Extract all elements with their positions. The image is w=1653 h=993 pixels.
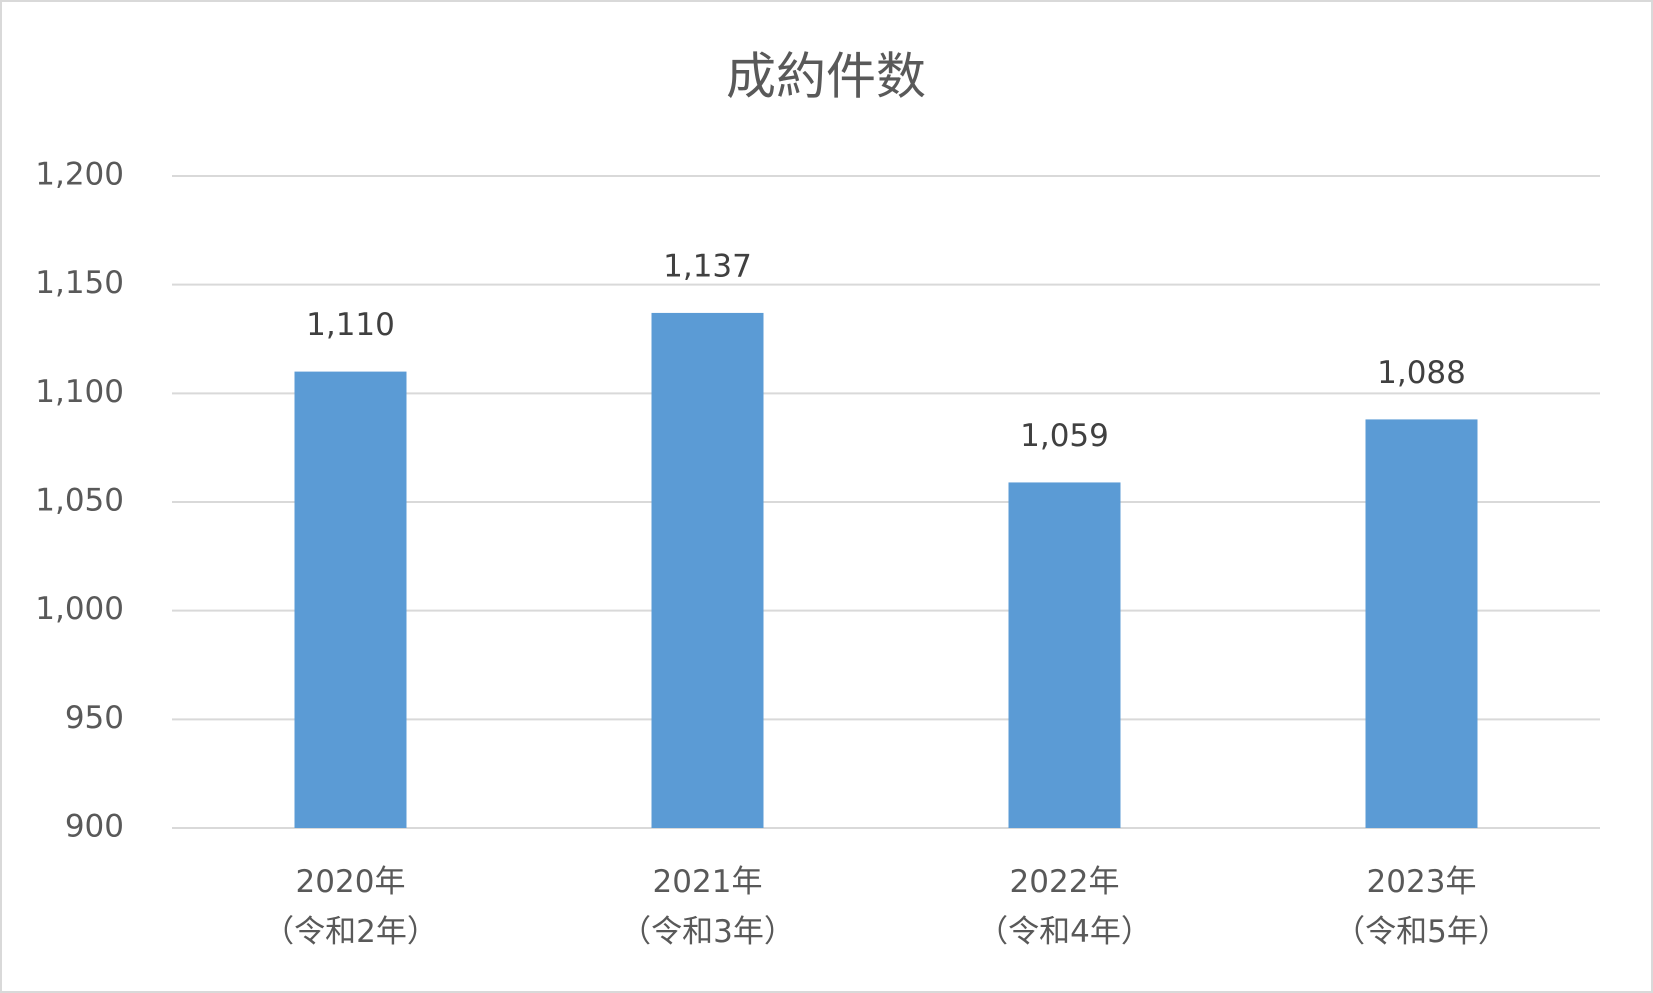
- bar: [1365, 419, 1478, 828]
- value-label: 1,059: [1020, 418, 1109, 454]
- y-tick-label: 1,200: [35, 157, 124, 193]
- y-tick-label: 900: [65, 809, 124, 845]
- x-tick-label: 2020年（令和2年）: [263, 864, 438, 950]
- value-label: 1,088: [1377, 355, 1466, 391]
- y-tick-label: 1,150: [35, 265, 124, 301]
- y-tick-label: 1,000: [35, 591, 124, 627]
- chart-title: 成約件数: [726, 48, 926, 106]
- bar: [651, 312, 764, 828]
- y-tick-label: 1,050: [35, 483, 124, 519]
- value-label: 1,137: [663, 248, 752, 284]
- x-tick-label: 2022年（令和4年）: [977, 864, 1152, 950]
- y-tick-label: 950: [65, 700, 124, 736]
- bar: [294, 371, 407, 828]
- value-label: 1,110: [306, 307, 395, 343]
- x-tick-label: 2021年（令和3年）: [620, 864, 795, 950]
- x-tick-label: 2023年（令和5年）: [1334, 864, 1509, 950]
- y-tick-label: 1,100: [35, 374, 124, 410]
- bar: [1008, 482, 1121, 828]
